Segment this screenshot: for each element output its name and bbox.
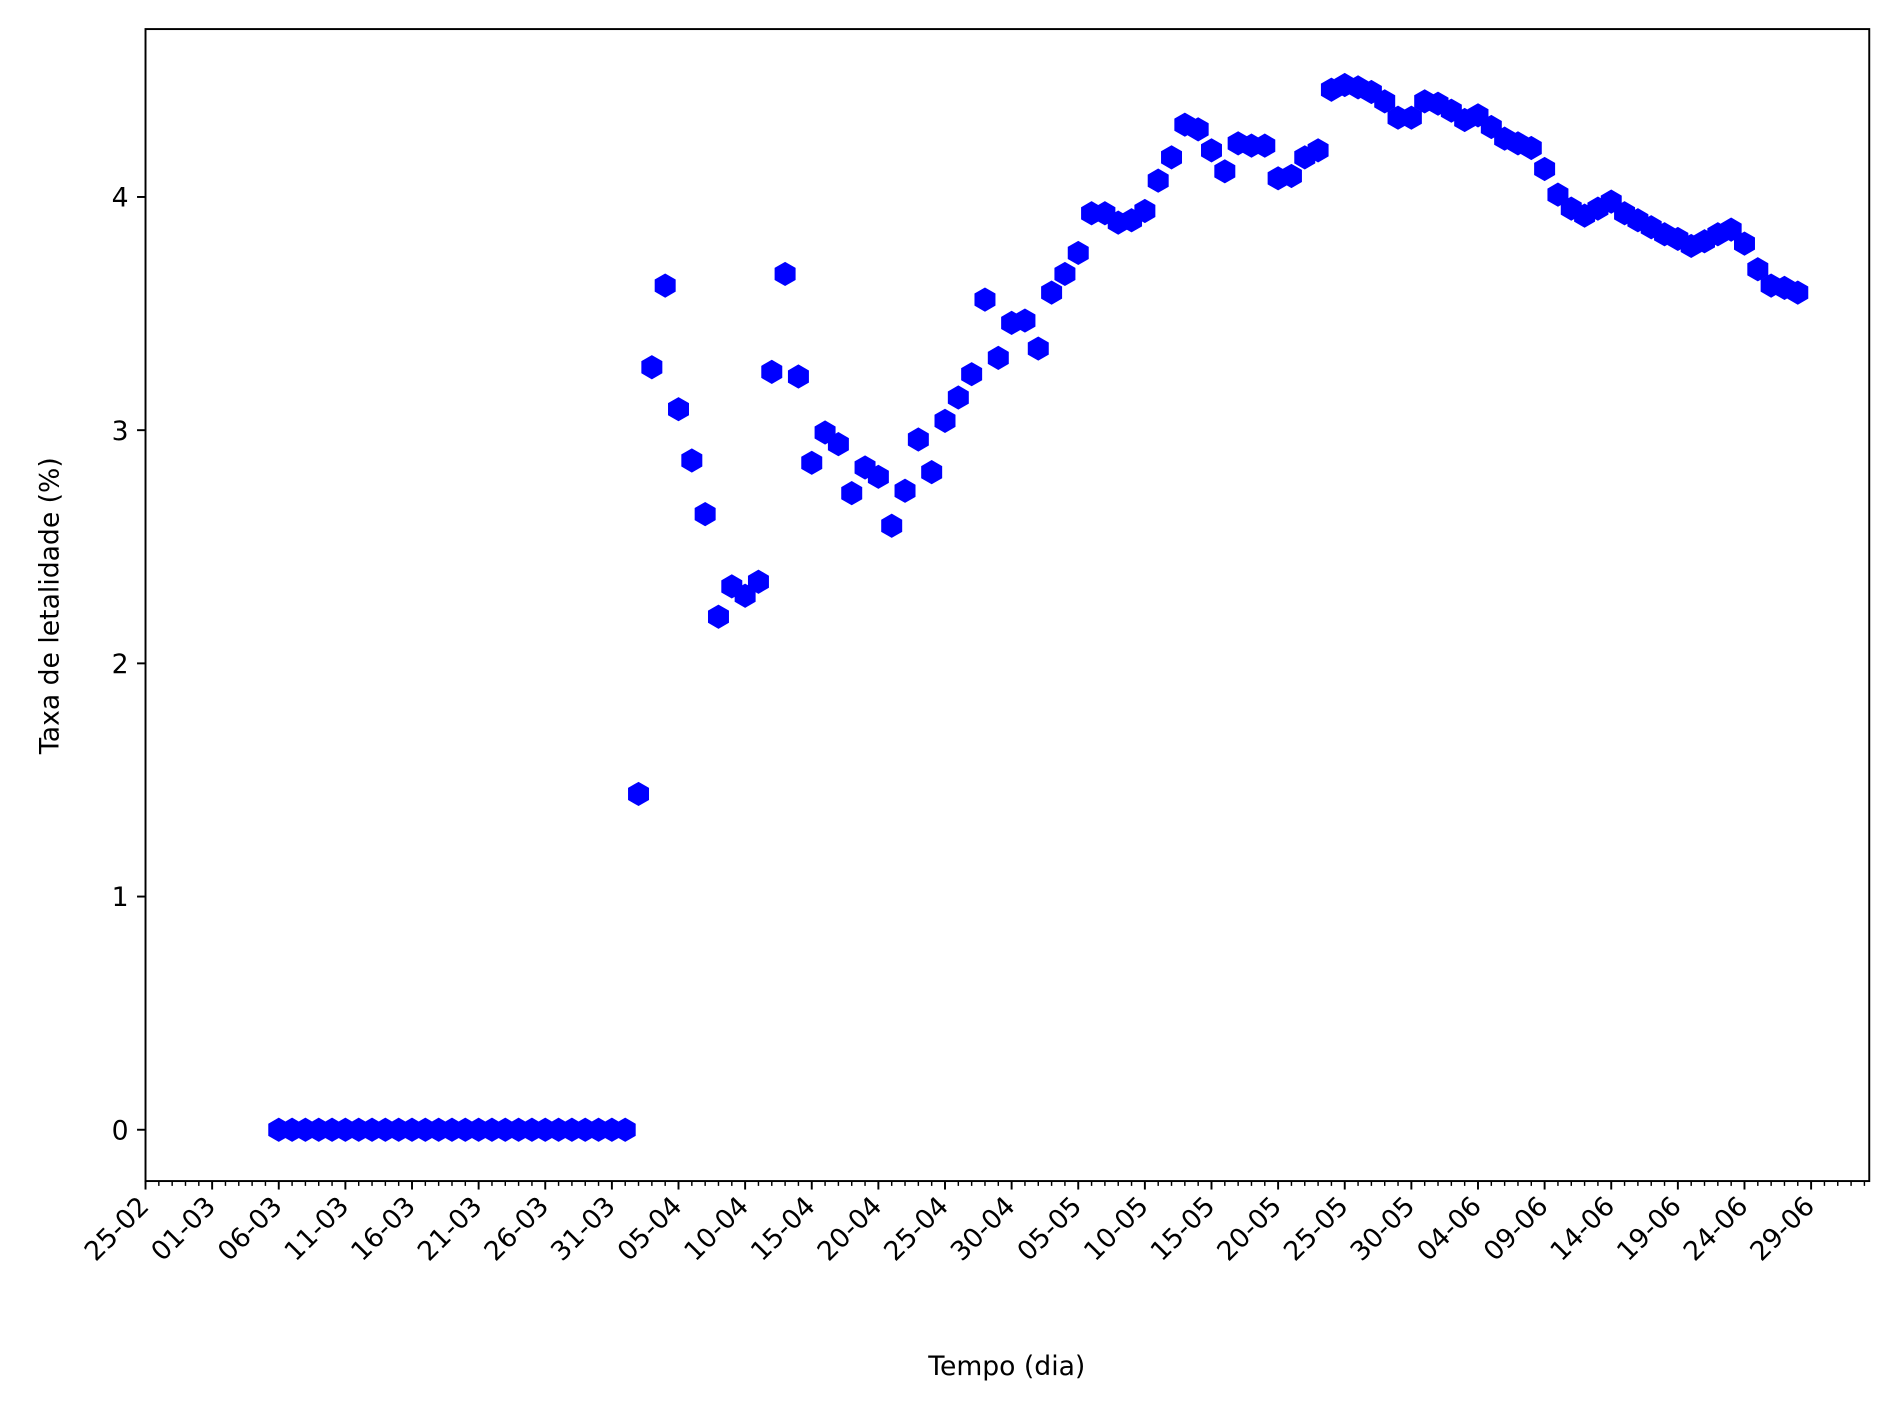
point — [1147, 168, 1169, 193]
y-tick-label: 0 — [112, 1115, 129, 1146]
point — [668, 397, 689, 422]
x-axis-title: Tempo (dia) — [927, 1351, 1085, 1382]
y-tick-label: 4 — [112, 183, 129, 214]
point — [921, 460, 943, 485]
point — [1161, 145, 1183, 170]
point — [1547, 182, 1569, 207]
point — [681, 448, 703, 473]
point — [934, 408, 956, 433]
point — [641, 355, 663, 380]
point — [1041, 280, 1063, 305]
point — [1214, 159, 1236, 184]
point — [987, 345, 1009, 370]
point — [734, 583, 756, 608]
point — [867, 464, 889, 489]
point — [907, 427, 929, 452]
point — [841, 481, 863, 506]
point — [1014, 308, 1036, 333]
point — [974, 287, 996, 312]
y-tick-label: 3 — [112, 416, 129, 447]
point — [774, 261, 796, 287]
point — [694, 502, 716, 527]
point — [961, 362, 983, 387]
point — [947, 385, 969, 410]
point — [1534, 156, 1556, 182]
point — [1747, 257, 1769, 282]
point — [707, 604, 729, 629]
point — [1307, 138, 1329, 163]
y-tick-label: 1 — [112, 882, 129, 913]
point — [787, 364, 809, 389]
point — [1400, 105, 1422, 130]
point — [628, 781, 650, 807]
point — [1187, 117, 1209, 142]
point — [1027, 336, 1049, 361]
point — [654, 273, 676, 298]
point — [801, 450, 823, 475]
point — [747, 569, 769, 594]
point — [1787, 280, 1809, 305]
point — [1374, 89, 1396, 114]
plot-frame — [144, 28, 1871, 1183]
point — [1520, 135, 1542, 161]
point — [1254, 133, 1276, 158]
point — [1720, 217, 1742, 242]
point — [894, 478, 916, 503]
point — [1733, 231, 1755, 256]
y-tick-label: 2 — [112, 649, 129, 680]
point — [827, 432, 849, 457]
point — [614, 1117, 636, 1142]
point — [1054, 261, 1076, 287]
point — [1067, 240, 1089, 266]
point — [1280, 163, 1302, 189]
point — [881, 513, 903, 538]
point — [761, 359, 783, 384]
y-axis-title: Taxa de letalidade (%) — [34, 457, 65, 755]
point — [1134, 198, 1156, 224]
point — [1201, 138, 1222, 163]
